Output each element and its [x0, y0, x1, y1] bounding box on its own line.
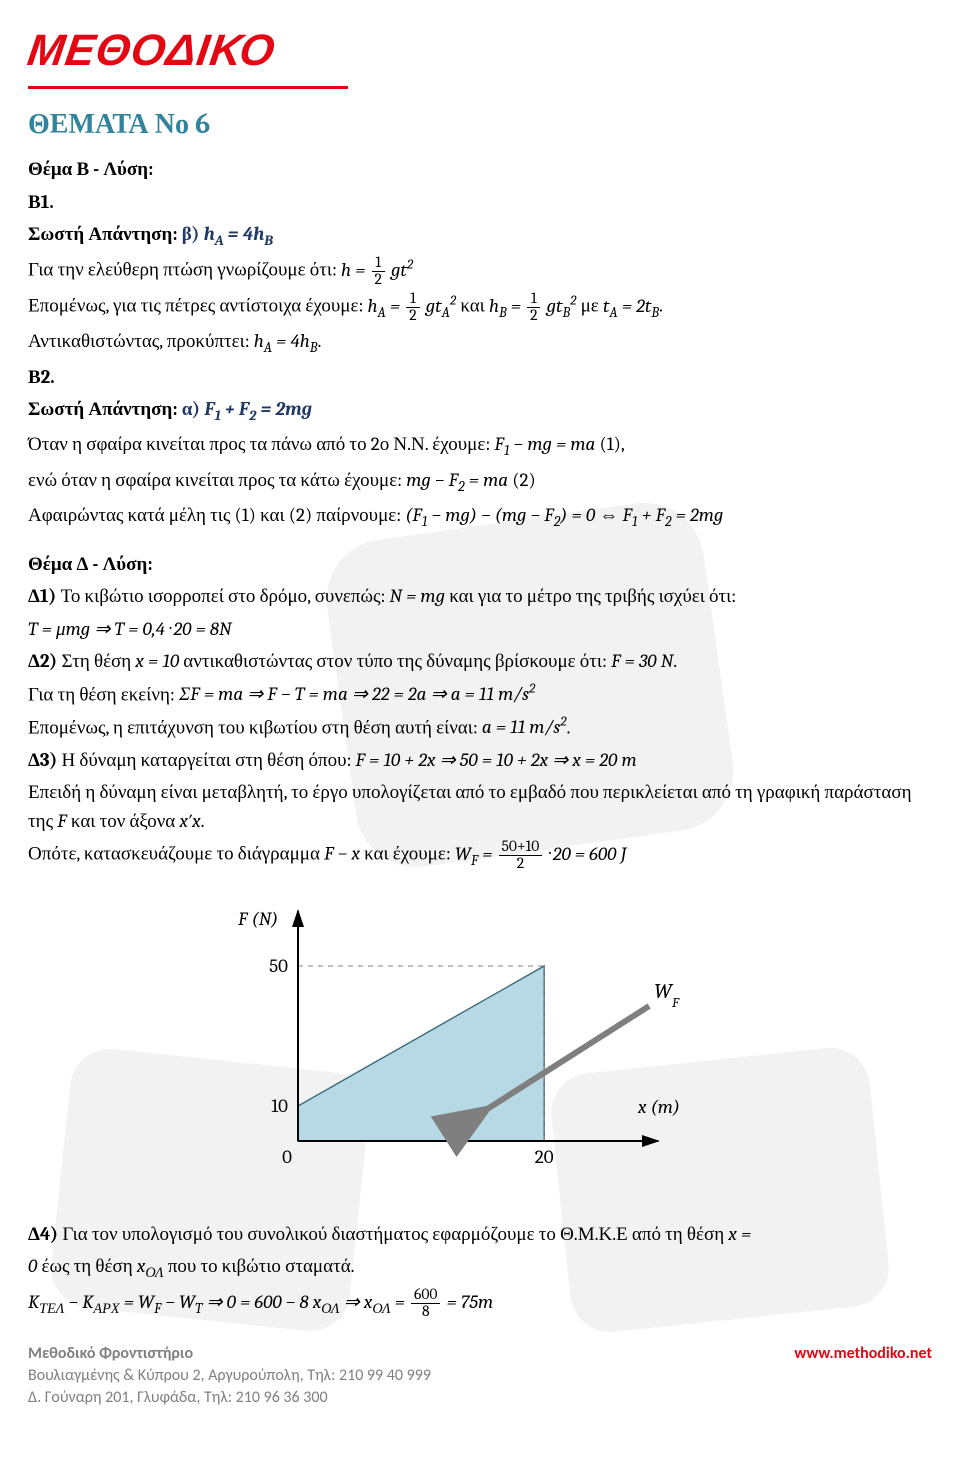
b2-line1-tail: (1), [600, 433, 625, 455]
b1-answer-prefix: Σωστή Απάντηση: [28, 223, 182, 245]
b1-answer-line: Σωστή Απάντηση: β) hA = 4hB [28, 220, 932, 251]
d2-eq-a: a = 11 m/s2 [482, 716, 567, 738]
d1-line2: T = μmg ⇒ T = 0,4 · 20 = 8N [28, 615, 932, 644]
chart-svg: 50 10 0 20 F (N) x (m) WF [188, 891, 748, 1191]
b1-label: Β1. [28, 188, 932, 217]
footer-addr1: Βουλιαγμένης & Κύπρου 2, Αργυρούπολη, Τη… [28, 1365, 932, 1387]
d3-line2: Επειδή η δύναμη είναι μεταβλητή, το έργο… [28, 778, 932, 835]
b2-line3-text: Αφαιρώντας κατά μέλη τις (1) και (2) παί… [28, 504, 405, 526]
thema-d-heading: Θέμα Δ - Λύση: [28, 550, 932, 579]
d4-zero: 0 [28, 1255, 37, 1277]
b2-eq2: mg − F2 = ma [406, 469, 508, 491]
d2-eq-sigmaF: ΣF = ma ⇒ F − T = ma ⇒ 22 = 2a ⇒ a = 11 … [179, 683, 535, 705]
d4-line2: 0 έως τη θέση xΟΛ που το κιβώτιο σταματά… [28, 1252, 932, 1283]
b1-line2-with: με [581, 295, 603, 317]
d3-line: Δ3) Η δύναμη καταργείται στη θέση όπου: … [28, 746, 932, 775]
d4-label: Δ4) [28, 1223, 58, 1245]
d2-line3-text: Επομένως, η επιτάχυνση του κιβωτίου στη … [28, 716, 482, 738]
d3-line3: Οπότε, κατασκευάζουμε το διάγραμμα F − x… [28, 839, 932, 871]
b2-line2-tail: (2) [512, 469, 535, 491]
d2-eq-x10: x = 10 [135, 650, 179, 672]
d3-axis: x′x [179, 810, 200, 832]
d3-Fx: F − x [324, 843, 360, 865]
b1-eq-ta: tA = 2tB [603, 295, 659, 317]
b1-line2-text: Επομένως, για τις πέτρες αντίστοιχα έχου… [28, 295, 367, 317]
d4-line: Δ4) Για τον υπολογισμό του συνολικού δια… [28, 1220, 932, 1249]
b1-answer-eq: hA = 4hB [204, 223, 273, 245]
d3-label: Δ3) [28, 749, 57, 771]
b2-line2: ενώ όταν η σφαίρα κινείται προς τα κάτω … [28, 466, 932, 497]
d1-line: Δ1) Το κιβώτιο ισορροπεί στο δρόμο, συνε… [28, 582, 932, 611]
d4-line2-text: έως τη θέση [41, 1255, 136, 1277]
svg-text:WF: WF [654, 980, 680, 1011]
b1-line2-and: και [460, 295, 489, 317]
d2-line3: Επομένως, η επιτάχυνση του κιβωτίου στη … [28, 713, 932, 742]
b1-line1-text: Για την ελεύθερη πτώση γνωρίζουμε ότι: [28, 259, 341, 281]
b2-answer-eq: F1 + F2 = 2mg [204, 398, 312, 420]
d2-line2a: Για τη θέση εκείνη: [28, 683, 179, 705]
b1-eq-freefall: h = 12 gt2 [341, 259, 413, 281]
b1-line3-text: Αντικαθιστώντας, προκύπτει: [28, 330, 254, 352]
svg-text:10: 10 [271, 1095, 288, 1117]
d3-line3b: και έχουμε: [364, 843, 455, 865]
d2-line: Δ2) Στη θέση x = 10 αντικαθιστώντας στον… [28, 647, 932, 676]
b2-answer-choice: α) [182, 398, 205, 420]
b1-line2: Επομένως, για τις πέτρες αντίστοιχα έχου… [28, 291, 932, 323]
b2-answer-line: Σωστή Απάντηση: α) F1 + F2 = 2mg [28, 395, 932, 426]
svg-text:F (N): F (N) [237, 908, 278, 930]
footer-addr2: Δ. Γούναρη 201, Γλυφάδα, Τηλ: 210 96 36 … [28, 1387, 932, 1409]
brand-logo: ΜΕΘΟΔΙΚΟ [23, 18, 936, 84]
brand-logo-underline [28, 86, 348, 89]
d1-text: Το κιβώτιο ισορροπεί στο δρόμο, συνεπώς: [61, 585, 390, 607]
svg-text:50: 50 [269, 955, 288, 977]
d2-text: Στη θέση [62, 650, 136, 672]
b2-line2-text: ενώ όταν η σφαίρα κινείται προς τα κάτω … [28, 469, 406, 491]
d3-eq-WF: WF = 50+102 · 20 = 600 J [455, 843, 626, 865]
d3-text: Η δύναμη καταργείται στη θέση όπου: [62, 749, 356, 771]
d1-label: Δ1) [28, 585, 56, 607]
svg-text:0: 0 [282, 1146, 292, 1168]
d2-line2: Για τη θέση εκείνη: ΣF = ma ⇒ F − T = ma… [28, 680, 932, 709]
svg-text:20: 20 [535, 1146, 554, 1168]
b2-line3: Αφαιρώντας κατά μέλη τις (1) και (2) παί… [28, 501, 932, 532]
b1-line3: Αντικαθιστώντας, προκύπτει: hA = 4hB. [28, 327, 932, 358]
b1-eq-hb: hB = 12 gtB2 [489, 295, 576, 317]
b2-label: Β2. [28, 363, 932, 392]
d3-F: F [57, 810, 66, 832]
b2-line1-text: Όταν η σφαίρα κινείται προς τα πάνω από … [28, 433, 494, 455]
d2-label: Δ2) [28, 650, 57, 672]
d4-eq-x0: x = [728, 1223, 751, 1245]
b2-line1: Όταν η σφαίρα κινείται προς τα πάνω από … [28, 430, 932, 461]
b2-eq3: (F1 − mg) − (mg − F2) = 0 ⇔ F1 + F2 = 2m… [405, 504, 723, 526]
d1-eq-T: T = μmg ⇒ T = 0,4 · 20 = 8N [28, 618, 231, 640]
section-title: ΘΕΜΑΤΑ Νο 6 [28, 103, 932, 145]
footer-site: www.methodiko.net [794, 1343, 932, 1365]
d4-xol: xΟΛ [137, 1255, 164, 1277]
d2-eq-F30: F = 30 N [611, 650, 673, 672]
footer-brand: Μεθοδικό Φροντιστήριο [28, 1344, 193, 1363]
d3-line2b: και τον άξονα [71, 810, 180, 832]
d2-text2: αντικαθιστώντας στον τύπο της δύναμης βρ… [183, 650, 611, 672]
d4-text: Για τον υπολογισμό του συνολικού διαστήμ… [62, 1223, 728, 1245]
b2-eq1: F1 − mg = ma [494, 433, 595, 455]
d4-eq-final: KΤΕΛ − KΑΡΧ = WF − WT ⇒ 0 = 600 − 8 xΟΛ … [28, 1291, 493, 1313]
d3-line3-text: Οπότε, κατασκευάζουμε το διάγραμμα [28, 843, 324, 865]
b1-answer-choice: β) [182, 223, 204, 245]
d1-eq-N: N = mg [390, 585, 445, 607]
thema-b-heading: Θέμα Β - Λύση: [28, 155, 932, 184]
force-position-chart: 50 10 0 20 F (N) x (m) WF [188, 891, 932, 1200]
d4-line2b: που το κιβώτιο σταματά. [168, 1255, 355, 1277]
b2-answer-prefix: Σωστή Απάντηση: [28, 398, 182, 420]
b1-eq-result: hA = 4hB [254, 330, 318, 352]
b1-line1: Για την ελεύθερη πτώση γνωρίζουμε ότι: h… [28, 255, 932, 287]
page-footer: Μεθοδικό Φροντιστήριο www.methodiko.net … [28, 1343, 932, 1408]
svg-text:x (m): x (m) [637, 1096, 680, 1118]
d4-line3: KΤΕΛ − KΑΡΧ = WF − WT ⇒ 0 = 600 − 8 xΟΛ … [28, 1287, 932, 1319]
b1-eq-ha: hA = 12 gtA2 [367, 295, 456, 317]
d3-eq-F: F = 10 + 2x ⇒ 50 = 10 + 2x ⇒ x = 20 m [356, 749, 637, 771]
d1-text2: και για το μέτρο της τριβής ισχύει ότι: [449, 585, 736, 607]
